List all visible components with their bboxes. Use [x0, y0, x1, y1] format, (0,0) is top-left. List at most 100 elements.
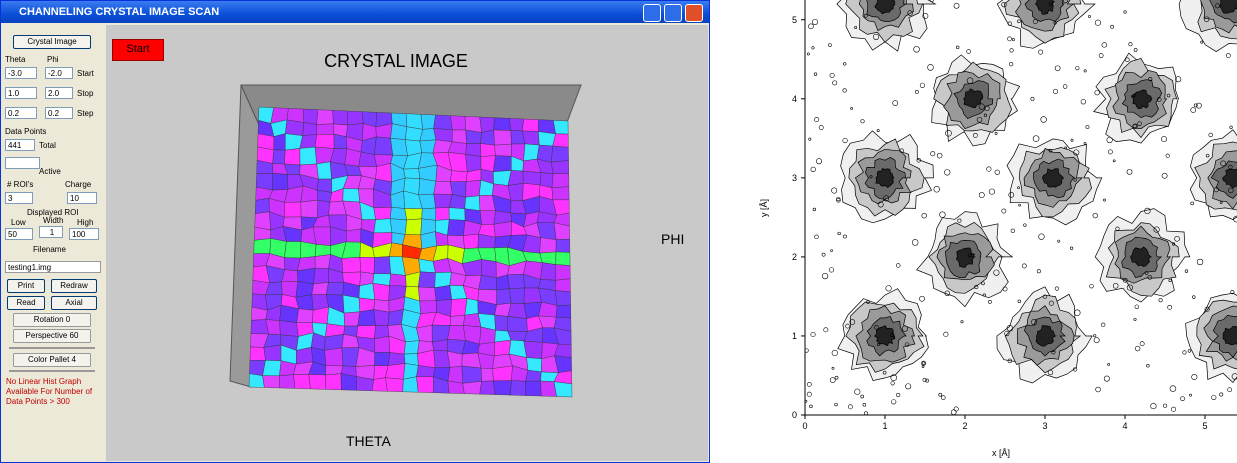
- surface-cell: [435, 285, 452, 300]
- contour-speck: [829, 268, 834, 273]
- window-title: CHANNELING CRYSTAL IMAGE SCAN: [19, 1, 219, 23]
- active-input[interactable]: [5, 157, 40, 169]
- surface-cell: [374, 137, 393, 155]
- contour-speck: [1037, 270, 1040, 273]
- contour-speck: [1024, 224, 1027, 227]
- roi-count-input[interactable]: 3: [5, 192, 33, 204]
- phi-start[interactable]: -2.0: [45, 67, 73, 79]
- contour-speck: [812, 19, 817, 24]
- contour-speck: [1101, 323, 1105, 327]
- data-points-label: Data Points: [5, 127, 46, 136]
- theta-start[interactable]: -3.0: [5, 67, 37, 79]
- redraw-button[interactable]: Redraw: [51, 279, 97, 293]
- print-button[interactable]: Print: [7, 279, 45, 293]
- contour-speck: [843, 235, 846, 238]
- contour-speck: [1107, 137, 1113, 143]
- surface-cell: [404, 341, 419, 354]
- contour-speck: [1031, 97, 1034, 100]
- contour-speck: [891, 382, 895, 386]
- contour-speck: [864, 412, 867, 415]
- contour-speck: [1011, 229, 1015, 233]
- y-tick-label: 1: [792, 331, 797, 341]
- contour-speck: [1113, 160, 1115, 162]
- contour-speck: [914, 46, 920, 52]
- roi-low-input[interactable]: 50: [5, 228, 33, 240]
- contour-speck: [1055, 66, 1060, 71]
- maximize-button[interactable]: [664, 4, 682, 22]
- surface-cell: [388, 309, 404, 325]
- surface-cell: [390, 207, 407, 220]
- read-button[interactable]: Read: [7, 296, 45, 310]
- y-tick-label: 0: [792, 410, 797, 420]
- close-button[interactable]: [685, 4, 703, 22]
- surface-cell: [463, 381, 482, 394]
- contour-speck: [816, 159, 821, 164]
- contour-speck: [1003, 287, 1007, 291]
- surface-cell: [312, 282, 329, 294]
- surface-cell: [303, 123, 317, 136]
- phi-step[interactable]: 0.2: [45, 107, 73, 119]
- contour-speck: [939, 393, 942, 396]
- contour-speck: [811, 167, 816, 172]
- contour-speck: [1201, 41, 1203, 43]
- surface-cell: [553, 134, 569, 147]
- title-bar: CHANNELING CRYSTAL IMAGE SCAN: [1, 1, 709, 23]
- theta-stop[interactable]: 1.0: [5, 87, 37, 99]
- surface-cell: [555, 279, 570, 292]
- surface-cell: [385, 363, 405, 379]
- contour-speck: [941, 396, 945, 400]
- contour-speck: [1019, 204, 1021, 206]
- surface-cell: [280, 321, 299, 337]
- contour-speck: [1197, 259, 1203, 265]
- charge-label: Charge: [65, 180, 91, 189]
- total-input[interactable]: 441: [5, 139, 35, 151]
- contour-speck: [1039, 234, 1045, 240]
- surface-cell: [480, 327, 496, 344]
- surface-cell: [494, 340, 511, 356]
- roi-width-input[interactable]: 1: [39, 226, 63, 238]
- contour-speck: [861, 395, 864, 398]
- contour-speck: [1104, 376, 1109, 381]
- surface-cell: [374, 310, 390, 326]
- surface-cell: [481, 156, 496, 172]
- surface-cell: [341, 374, 357, 391]
- contour-speck: [1084, 142, 1086, 144]
- surface-cell: [255, 198, 269, 213]
- axial-button[interactable]: Axial: [51, 296, 97, 310]
- surface-cell: [360, 257, 375, 273]
- roi-high-input[interactable]: 100: [69, 228, 99, 240]
- contour-speck: [824, 328, 828, 332]
- crystal-image-button[interactable]: Crystal Image: [13, 35, 91, 49]
- surface-cell: [466, 180, 481, 197]
- contour-speck: [995, 132, 997, 134]
- slider-track[interactable]: [9, 370, 95, 372]
- surface-cell: [385, 378, 403, 392]
- contour-speck: [1192, 296, 1195, 299]
- contour-speck: [830, 378, 835, 383]
- surface-cell: [420, 301, 437, 314]
- minimize-button[interactable]: [643, 4, 661, 22]
- contour-speck: [832, 367, 834, 369]
- roi-low-label: Low: [11, 218, 26, 227]
- theta-step[interactable]: 0.2: [5, 107, 37, 119]
- phi-stop[interactable]: 2.0: [45, 87, 73, 99]
- surface-cell: [480, 143, 495, 156]
- surface-cell: [434, 115, 453, 130]
- contour-speck: [1095, 20, 1101, 26]
- contour-speck: [861, 119, 865, 123]
- contour-speck: [922, 362, 925, 365]
- x-tick-label: 3: [1042, 421, 1047, 431]
- contour-speck: [855, 389, 861, 395]
- surface-cell: [481, 259, 496, 277]
- roi-high-label: High: [77, 218, 93, 227]
- charge-input[interactable]: 10: [67, 192, 97, 204]
- surface-cell: [263, 360, 281, 376]
- filename-input[interactable]: testing1.img: [5, 261, 101, 273]
- contour-speck: [988, 300, 991, 303]
- surface-cell: [436, 208, 450, 221]
- surface-cell: [508, 316, 528, 331]
- contour-speck: [1103, 199, 1105, 201]
- theta-label: Theta: [5, 55, 25, 64]
- surface-cell: [375, 352, 390, 365]
- slider-track[interactable]: [9, 347, 95, 349]
